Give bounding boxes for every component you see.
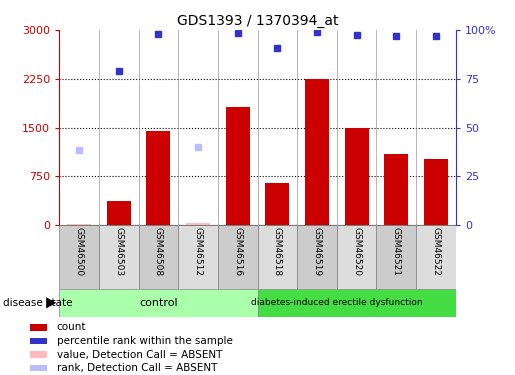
Text: diabetes-induced erectile dysfunction: diabetes-induced erectile dysfunction <box>251 298 423 307</box>
Bar <box>178 225 218 289</box>
Bar <box>258 289 456 317</box>
Text: rank, Detection Call = ABSENT: rank, Detection Call = ABSENT <box>57 363 217 373</box>
Bar <box>297 225 337 289</box>
Bar <box>30 365 47 372</box>
Bar <box>30 338 47 344</box>
Bar <box>59 289 258 317</box>
Bar <box>305 79 329 225</box>
Text: GSM46503: GSM46503 <box>114 227 123 276</box>
Bar <box>258 225 297 289</box>
Bar <box>30 324 47 331</box>
Polygon shape <box>46 297 56 308</box>
Text: GSM46516: GSM46516 <box>233 227 242 276</box>
Bar <box>226 107 250 225</box>
Bar <box>146 131 170 225</box>
Bar <box>337 225 376 289</box>
Text: count: count <box>57 322 86 332</box>
Bar <box>345 128 369 225</box>
Bar <box>139 225 178 289</box>
Bar <box>218 225 258 289</box>
Bar <box>265 183 289 225</box>
Text: GSM46519: GSM46519 <box>313 227 321 276</box>
Bar <box>424 159 448 225</box>
Text: control: control <box>139 298 178 308</box>
Text: GSM46520: GSM46520 <box>352 227 361 276</box>
Bar <box>30 351 47 358</box>
Bar <box>107 201 131 225</box>
Bar <box>376 225 416 289</box>
Title: GDS1393 / 1370394_at: GDS1393 / 1370394_at <box>177 13 338 28</box>
Text: value, Detection Call = ABSENT: value, Detection Call = ABSENT <box>57 350 222 360</box>
Text: GSM46508: GSM46508 <box>154 227 163 276</box>
Text: GSM46522: GSM46522 <box>432 227 440 276</box>
Text: GSM46512: GSM46512 <box>194 227 202 276</box>
Bar <box>99 225 139 289</box>
Text: GSM46500: GSM46500 <box>75 227 83 276</box>
Bar <box>384 153 408 225</box>
Text: GSM46518: GSM46518 <box>273 227 282 276</box>
Bar <box>416 225 456 289</box>
Text: GSM46521: GSM46521 <box>392 227 401 276</box>
Bar <box>59 225 99 289</box>
Bar <box>67 224 91 225</box>
Bar <box>186 223 210 225</box>
Text: percentile rank within the sample: percentile rank within the sample <box>57 336 232 346</box>
Text: disease state: disease state <box>3 298 72 308</box>
